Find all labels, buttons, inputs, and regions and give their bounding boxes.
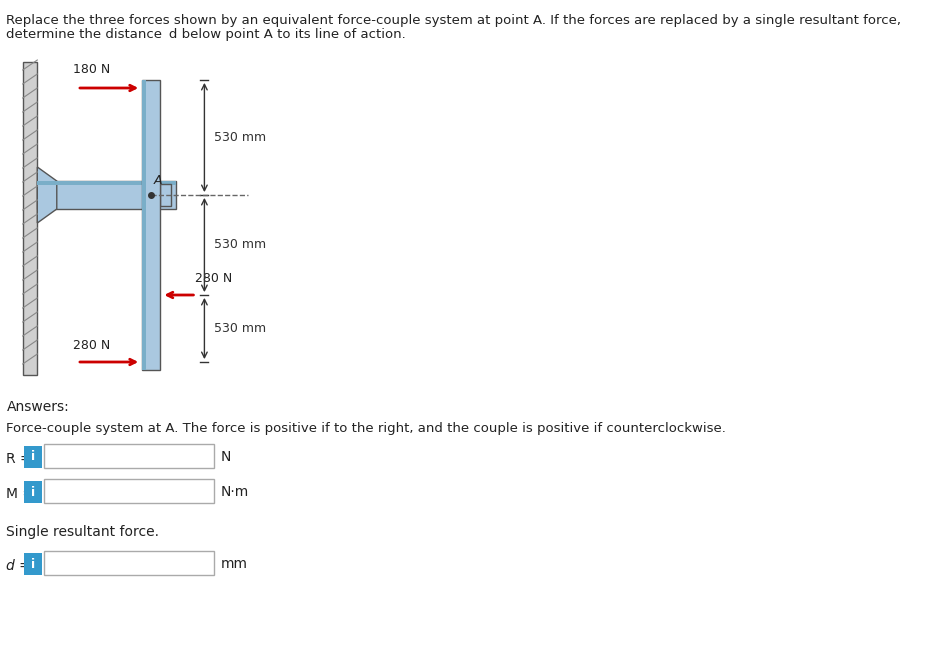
Polygon shape — [37, 167, 57, 223]
Text: R =: R = — [7, 452, 32, 466]
Text: 530 mm: 530 mm — [214, 131, 266, 144]
Text: A: A — [154, 174, 163, 187]
Text: Force-couple system at A. The force is positive if to the right, and the couple : Force-couple system at A. The force is p… — [7, 422, 726, 435]
Text: i: i — [31, 485, 36, 498]
Bar — [160, 184, 171, 206]
FancyBboxPatch shape — [44, 444, 214, 468]
Text: N: N — [221, 450, 231, 464]
Text: 180 N: 180 N — [73, 63, 110, 76]
FancyBboxPatch shape — [44, 551, 214, 575]
Text: i: i — [31, 451, 36, 463]
Bar — [142, 80, 146, 370]
Text: 530 mm: 530 mm — [214, 239, 266, 251]
FancyBboxPatch shape — [24, 481, 42, 503]
Text: Single resultant force.: Single resultant force. — [7, 525, 160, 539]
Text: N·m: N·m — [221, 485, 249, 499]
Text: 280 N: 280 N — [73, 339, 110, 352]
Bar — [22, 62, 37, 375]
Text: 530 mm: 530 mm — [214, 322, 266, 335]
FancyBboxPatch shape — [44, 479, 214, 503]
Bar — [37, 181, 176, 185]
Bar — [37, 181, 176, 209]
Text: i: i — [31, 557, 36, 570]
Text: Answers:: Answers: — [7, 400, 69, 414]
Text: 280 N: 280 N — [194, 272, 232, 285]
Bar — [142, 80, 160, 370]
FancyBboxPatch shape — [24, 446, 42, 468]
Text: Replace the three forces shown by an equivalent force-couple system at point A. : Replace the three forces shown by an equ… — [7, 14, 901, 27]
Text: determine the distance  d below point A to its line of action.: determine the distance d below point A t… — [7, 28, 406, 41]
Text: mm: mm — [221, 557, 248, 571]
FancyBboxPatch shape — [24, 553, 42, 575]
Text: M =: M = — [7, 487, 35, 501]
Text: d =: d = — [7, 559, 31, 573]
